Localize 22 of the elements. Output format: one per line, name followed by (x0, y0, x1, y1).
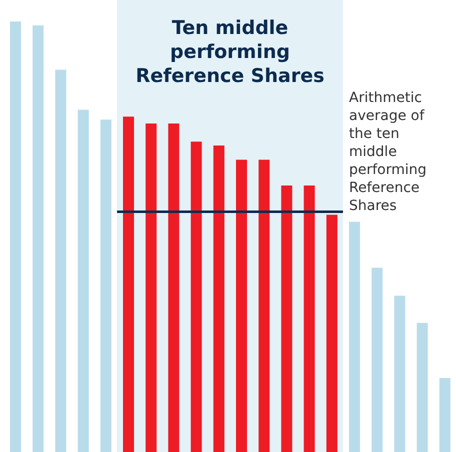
bar (146, 124, 157, 452)
bar (258, 160, 270, 452)
bar (439, 378, 450, 452)
bar (78, 110, 89, 452)
text: Ten middle performing Reference Shares (136, 17, 324, 87)
bar (190, 142, 202, 452)
bar (236, 160, 247, 452)
bar (55, 70, 66, 452)
bar (304, 186, 315, 452)
bar (394, 296, 406, 452)
bar (326, 214, 338, 452)
bar (10, 22, 21, 452)
bar (168, 124, 180, 452)
bar (123, 116, 134, 452)
bar (100, 120, 112, 452)
bar (416, 322, 428, 452)
bar (281, 186, 292, 452)
bar (349, 222, 360, 452)
bar (213, 146, 224, 452)
bar (372, 268, 383, 452)
bar (32, 25, 44, 452)
ref-line-label: Arithmetic average of the ten middle performing Reference Shares (349, 90, 427, 214)
